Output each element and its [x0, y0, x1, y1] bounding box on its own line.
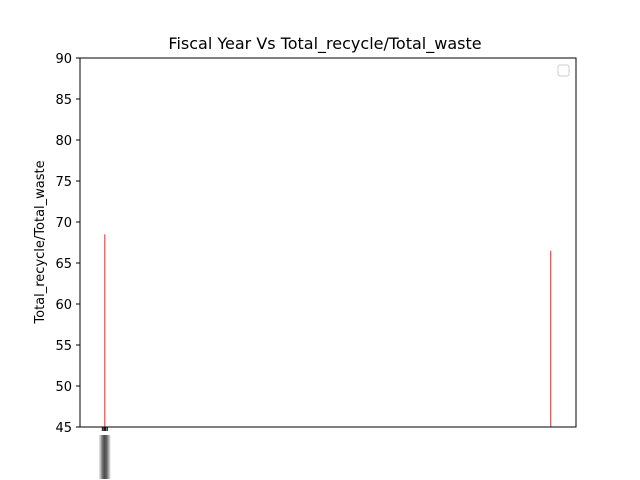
x-axis: [99, 427, 111, 479]
x-tick-label: [100, 435, 107, 479]
legend: [557, 64, 570, 77]
x-tick-label: [104, 435, 111, 479]
legend-box: [557, 64, 570, 77]
x-tick-label: [101, 435, 108, 479]
y-tick-label: 55: [55, 339, 72, 354]
y-tick-label: 80: [55, 134, 72, 149]
bar-0: [104, 234, 106, 427]
y-tick-label: 85: [55, 93, 72, 108]
bars-group: [104, 234, 552, 427]
y-tick-label: 60: [55, 298, 72, 313]
y-tick-label: 45: [55, 421, 72, 436]
y-tick-label: 70: [55, 216, 72, 231]
y-axis-label: Total_recycle/Total_waste: [33, 160, 48, 324]
y-tick-label: 90: [55, 52, 72, 67]
chart-title: Fiscal Year Vs Total_recycle/Total_waste: [168, 34, 481, 54]
y-tick-label: 65: [55, 257, 72, 272]
y-tick-label: 50: [55, 380, 72, 395]
plot-area: [80, 58, 576, 427]
y-axis: 45 50 55 60 65 70 75 80 85 90: [55, 52, 80, 436]
plot-background: [80, 58, 576, 427]
plot-frame: [79, 57, 577, 428]
bar-1: [550, 250, 552, 427]
x-tick-label: [102, 435, 109, 479]
y-tick-label: 75: [55, 175, 72, 190]
x-tick-label: [99, 435, 106, 479]
